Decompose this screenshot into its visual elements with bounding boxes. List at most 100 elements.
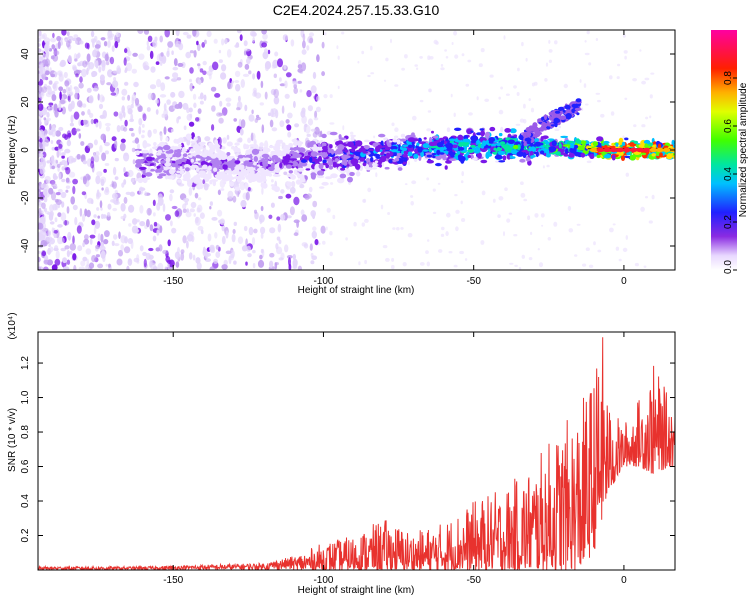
noise-blob [60,212,67,222]
ridge-blob [141,149,149,154]
ridge-blob [141,134,145,139]
noise-blob [97,263,104,269]
noise-blob [56,149,60,158]
noise-blob [584,40,587,43]
noise-blob [173,58,178,67]
noise-blob [121,96,126,101]
noise-blob [61,106,66,115]
noise-blob [554,40,558,45]
noise-blob [188,231,194,237]
ridge-blob [467,149,475,153]
ridge-blob [148,153,154,157]
noise-blob [176,77,182,81]
noise-blob [350,131,354,135]
noise-blob [255,92,262,99]
noise-blob [96,194,100,200]
ridge-core-blob [609,147,618,153]
noise-blob [106,212,111,217]
noise-blob [165,214,171,221]
spectrogram-y-ticks: -40 -20 0 20 40 [20,48,675,253]
ridge-blob [310,172,317,177]
noise-blob [453,264,458,268]
ridge-blob [480,144,485,149]
noise-blob [60,191,67,199]
ridge-core-blob [662,147,671,153]
ridge-blob [466,151,470,156]
noise-blob [548,39,551,44]
noise-blob [517,67,520,72]
ridge-blob [363,145,370,150]
ridge-blob [215,160,222,166]
noise-blob [521,254,525,259]
noise-blob [186,34,192,39]
noise-blob [273,96,280,105]
noise-blob [273,73,277,79]
noise-blob [293,83,298,89]
noise-blob [71,127,77,136]
ridge-blob [563,154,569,157]
x-tick-label: -100 [313,276,333,287]
ridge-blob [167,175,174,180]
noise-blob [576,223,581,226]
noise-blob [68,171,76,178]
noise-blob [170,220,173,227]
noise-blob [401,67,405,71]
noise-blob [206,70,213,76]
noise-blob [553,221,558,227]
noise-blob [480,153,486,158]
noise-blob [108,263,111,268]
noise-blob [192,93,197,100]
noise-blob [81,191,87,196]
ridge-blob [542,135,549,139]
noise-blob [139,245,144,252]
noise-blob [188,252,193,260]
noise-blob [174,104,181,109]
noise-blob [249,30,257,37]
noise-blob [299,183,305,189]
noise-blob [500,86,503,90]
ridge-blob [175,167,179,172]
ridge-blob [416,142,420,146]
noise-blob [43,117,47,121]
noise-blob [364,259,367,265]
branch-blob [541,116,545,121]
noise-blob [87,62,91,72]
noise-blob [545,62,549,67]
noise-blob [231,233,236,243]
noise-blob [160,82,166,91]
noise-blob [239,181,246,191]
noise-blob [523,103,526,109]
noise-blob [248,226,254,236]
noise-blob [520,192,526,198]
ridge-blob [185,167,190,172]
noise-blob [74,58,78,62]
noise-blob [74,216,78,226]
noise-blob [264,60,272,70]
noise-blob [103,41,108,47]
noise-blob [312,131,318,138]
noise-blob [193,102,197,109]
ridge-blob [321,181,329,186]
branch-blob [526,131,532,138]
ridge-blob [223,161,229,165]
noise-blob [498,196,504,201]
noise-blob [221,64,227,72]
ridge-blob [190,148,195,152]
noise-blob [127,169,134,178]
ridge-blob [507,146,511,151]
noise-blob [59,91,62,101]
noise-blob [112,207,118,212]
noise-blob [52,83,57,90]
ridge-blob [182,153,188,158]
ridge-blob [562,144,571,147]
noise-blob [252,263,256,269]
noise-blob [49,211,54,217]
noise-blob [199,212,205,219]
noise-blob [314,110,318,119]
noise-blob [528,257,533,261]
noise-blob [126,62,133,72]
ridge-blob [176,173,181,178]
noise-blob [300,62,307,72]
ridge-blob [296,172,300,178]
noise-blob [252,36,255,43]
